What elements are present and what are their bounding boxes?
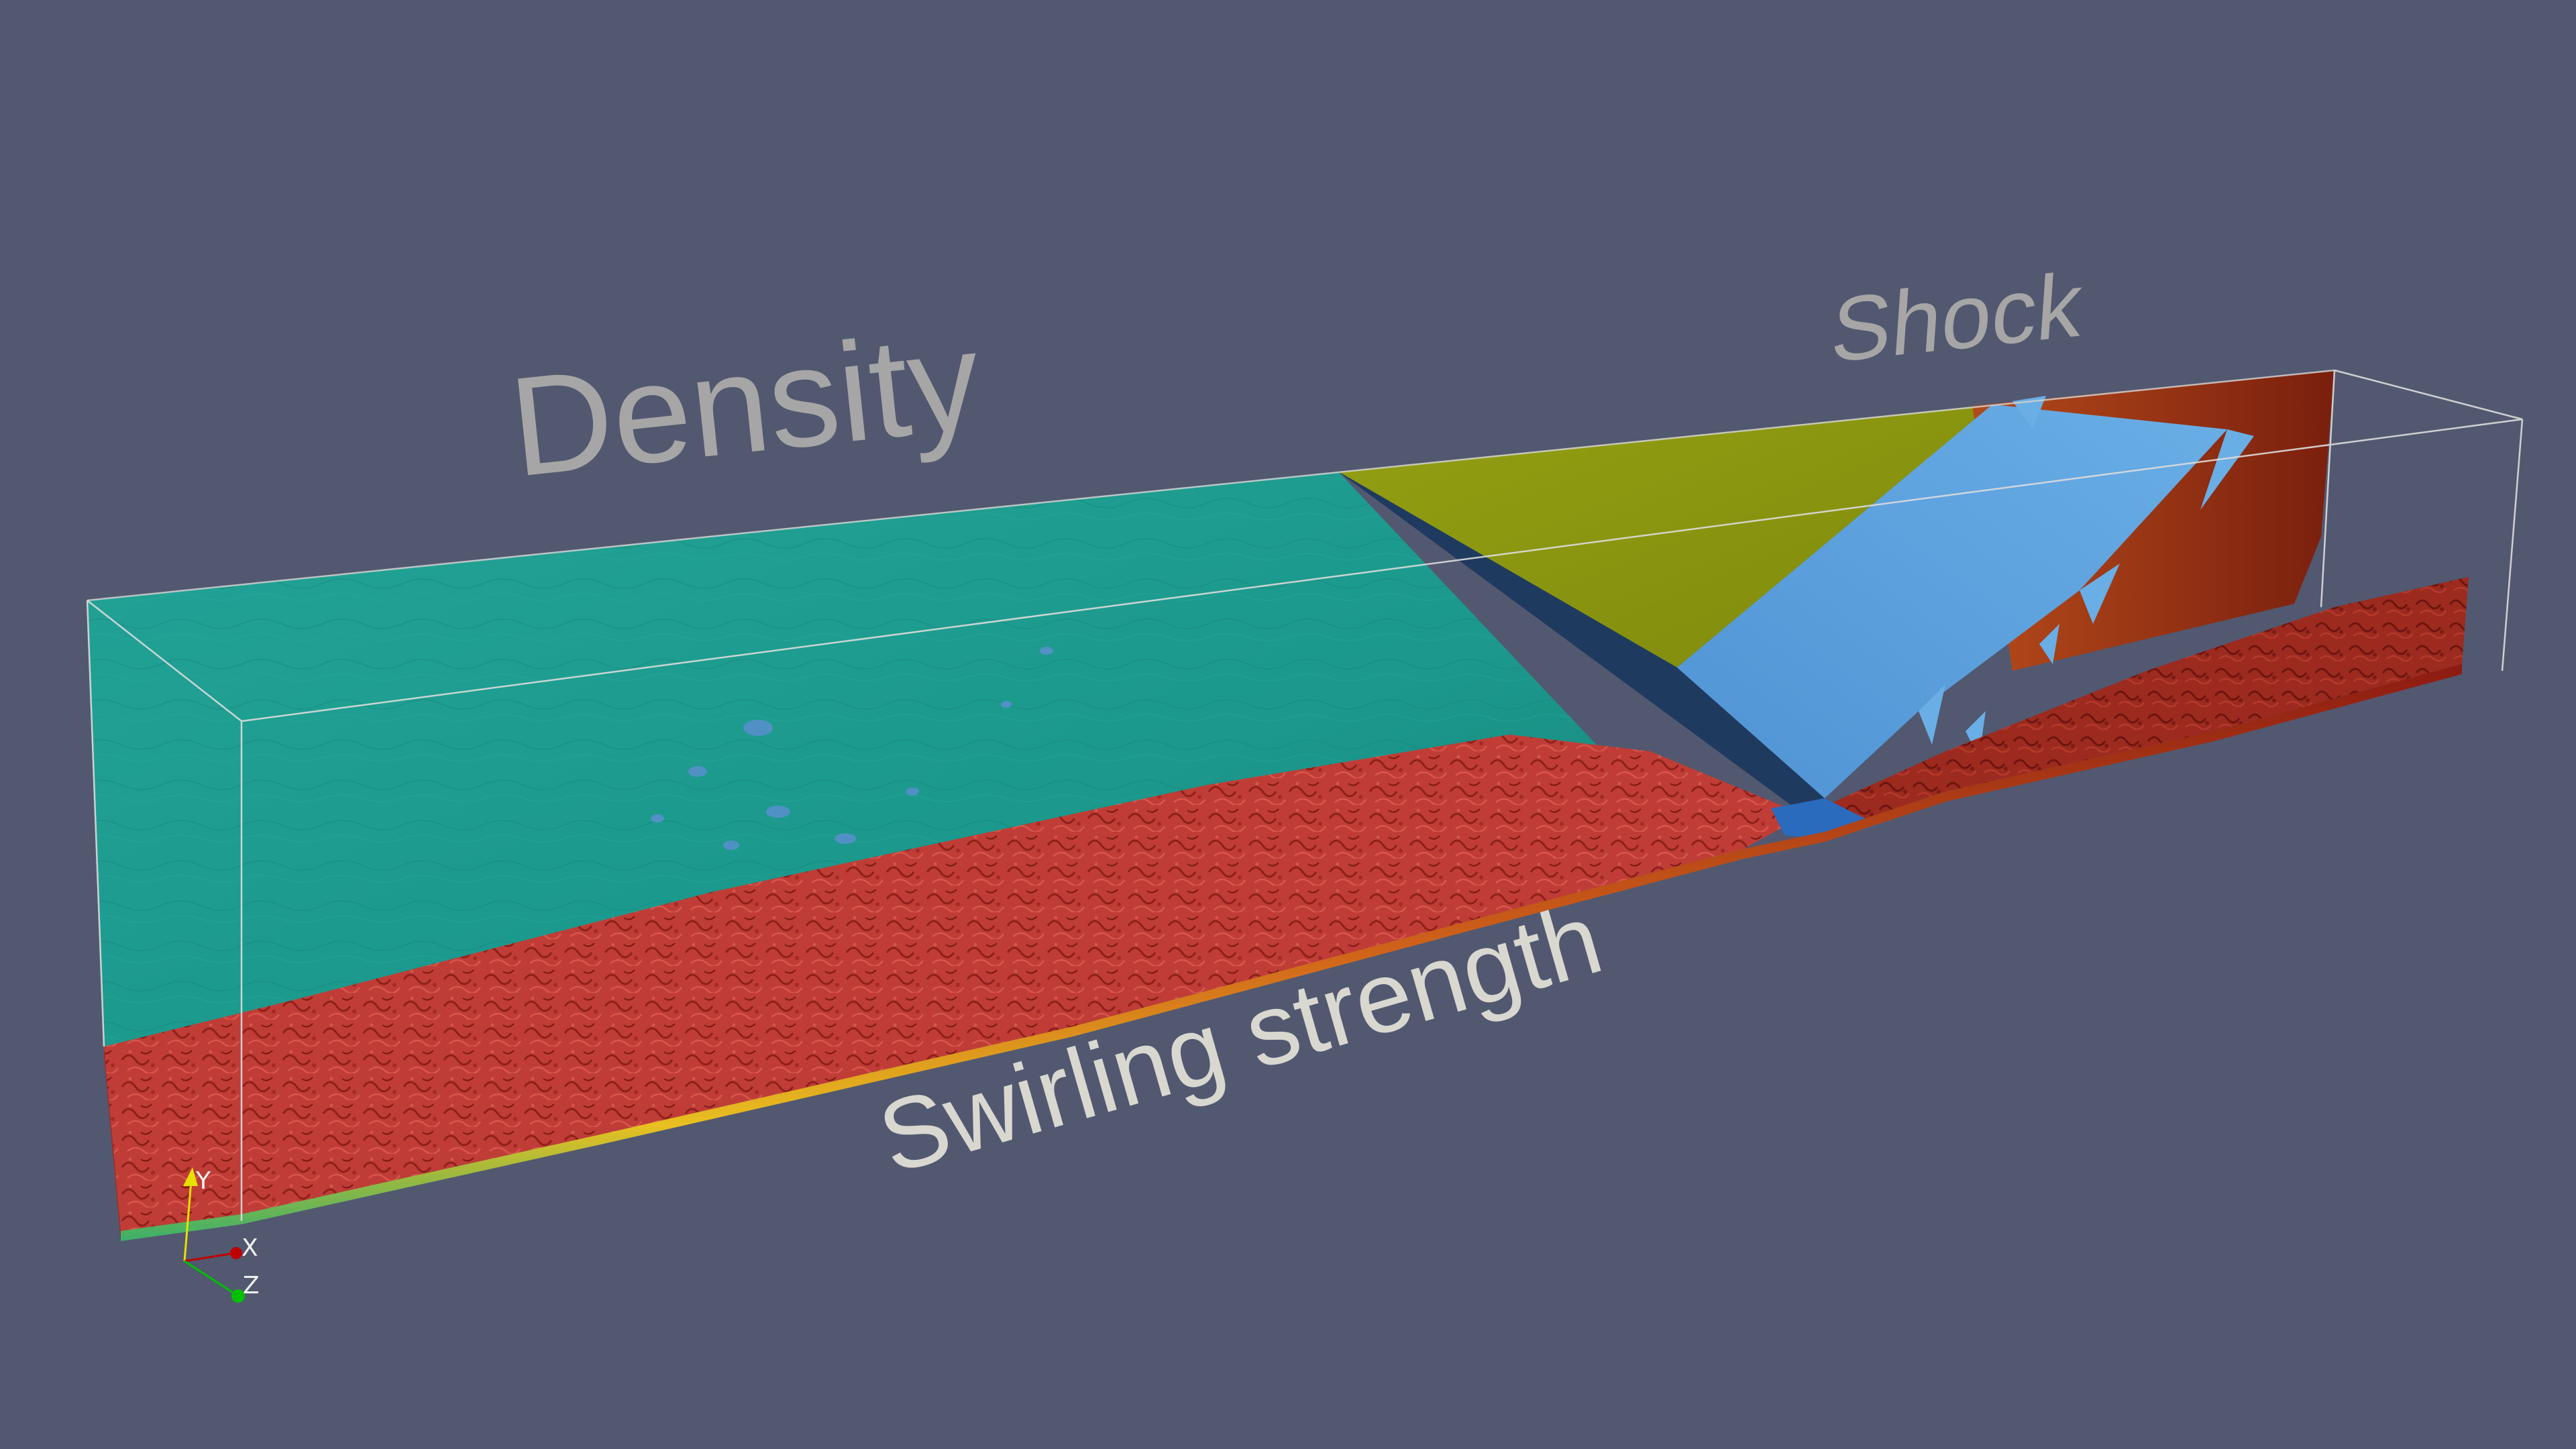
axis-y-label: Y <box>195 1167 211 1195</box>
box-wireframe <box>86 369 2524 1221</box>
floor-left-end <box>104 1046 121 1241</box>
shock-shadow <box>1338 472 1825 815</box>
axis-x-label: X <box>241 1234 258 1262</box>
orientation-triad-icon: Y X Z <box>183 1167 260 1303</box>
domain-box <box>86 369 2524 1241</box>
vortex-layer-upstream <box>104 735 1805 1231</box>
vortex-layer-downstream <box>1805 577 2469 832</box>
axis-z-label: Z <box>243 1272 260 1299</box>
density-slice-waves <box>87 472 1650 1046</box>
shock-surface <box>1677 405 2227 798</box>
density-slice-olive <box>1338 405 1992 667</box>
shock-fragments <box>1919 396 2254 758</box>
